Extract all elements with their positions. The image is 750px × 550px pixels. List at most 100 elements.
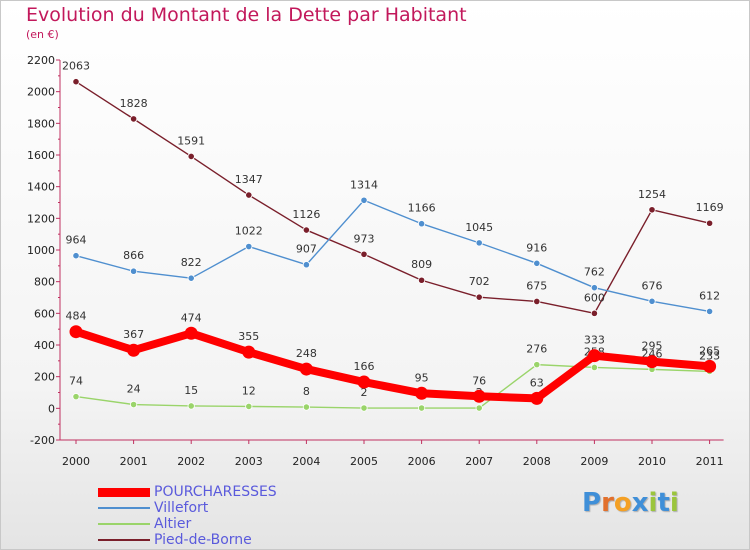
series-line-pourcharesses xyxy=(72,327,714,403)
data-point-pied-de-borne xyxy=(72,78,80,86)
logo-letter: i xyxy=(648,488,658,518)
y-tick-label: 1800 xyxy=(27,117,55,130)
data-label-altier: 24 xyxy=(127,383,141,396)
logo-letter: x xyxy=(631,488,649,518)
data-label-pourcharesses: 63 xyxy=(530,376,544,389)
data-point-villefort xyxy=(590,284,599,292)
data-point-altier xyxy=(360,404,368,412)
y-tick-label: 1400 xyxy=(27,181,55,194)
data-point-altier xyxy=(130,400,138,409)
data-point-pied-de-borne xyxy=(187,152,195,161)
data-label-pourcharesses: 474 xyxy=(181,311,202,324)
logo-letter: o xyxy=(613,488,632,518)
data-label-altier: 8 xyxy=(303,385,310,398)
data-point-altier xyxy=(187,402,195,410)
data-point-villefort xyxy=(360,196,368,204)
data-point-pourcharesses xyxy=(645,355,659,369)
data-point-pied-de-borne xyxy=(590,309,599,317)
legend-label: POURCHARESSES xyxy=(154,484,277,500)
data-label-pied-de-borne: 1591 xyxy=(177,134,205,147)
data-label-pied-de-borne: 1254 xyxy=(638,188,666,201)
data-point-pourcharesses xyxy=(242,345,256,359)
data-point-altier xyxy=(533,361,541,369)
y-tick-label: 800 xyxy=(34,276,55,289)
data-point-pied-de-borne xyxy=(417,276,426,284)
y-tick-label: 1600 xyxy=(27,149,55,162)
x-tick-label: 2009 xyxy=(580,455,608,468)
data-label-pied-de-borne: 702 xyxy=(469,275,490,288)
data-point-pied-de-borne xyxy=(533,297,541,306)
legend-label: Altier xyxy=(154,516,192,532)
y-tick-label: -200 xyxy=(30,434,55,447)
data-label-pied-de-borne: 1169 xyxy=(696,201,724,214)
data-label-pourcharesses: 355 xyxy=(238,330,259,343)
y-tick-label: 200 xyxy=(34,371,55,384)
x-tick-label: 2002 xyxy=(177,455,205,468)
logo-letter: i xyxy=(669,488,679,518)
data-point-pourcharesses xyxy=(184,326,198,340)
data-label-pied-de-borne: 2063 xyxy=(62,60,90,73)
data-label-pourcharesses: 333 xyxy=(584,334,605,347)
data-label-pied-de-borne: 1347 xyxy=(235,173,263,186)
proxiti-logo: Proxiti xyxy=(582,488,679,518)
data-label-pourcharesses: 166 xyxy=(354,360,375,373)
data-point-pied-de-borne xyxy=(705,219,714,227)
legend-label: Pied-de-Borne xyxy=(154,532,252,548)
data-point-villefort xyxy=(417,220,426,228)
logo-letter: t xyxy=(657,488,670,518)
series-altier: 742415128222276258246233 xyxy=(69,343,720,412)
y-tick-label: 0 xyxy=(48,402,55,415)
legend-swatch xyxy=(98,539,150,541)
data-point-villefort xyxy=(72,252,80,260)
x-tick-label: 2001 xyxy=(120,455,148,468)
data-label-pourcharesses: 367 xyxy=(123,328,144,341)
data-point-pourcharesses xyxy=(69,325,83,339)
data-label-pourcharesses: 295 xyxy=(642,340,663,353)
logo-letter: P xyxy=(582,488,602,518)
data-label-villefort: 916 xyxy=(526,241,547,254)
data-point-pourcharesses xyxy=(587,349,601,363)
chart-subtitle: (en €) xyxy=(26,28,59,41)
data-point-altier xyxy=(72,393,80,401)
data-point-altier xyxy=(245,402,253,411)
y-tick-label: 400 xyxy=(34,339,55,352)
x-tick-label: 2007 xyxy=(465,455,493,468)
data-label-villefort: 612 xyxy=(699,289,720,302)
series-villefort: 964 866 822 1022 907 1314 1166 1045 916 762 676 612 xyxy=(66,178,720,316)
data-label-villefort: 676 xyxy=(642,279,663,292)
data-label-altier: 74 xyxy=(69,375,83,388)
data-point-pourcharesses xyxy=(530,391,544,405)
x-tick-label: 2006 xyxy=(408,455,436,468)
legend-swatch xyxy=(98,507,150,509)
data-point-pied-de-borne xyxy=(648,206,656,214)
x-tick-label: 2004 xyxy=(292,455,320,468)
data-point-pied-de-borne xyxy=(130,115,138,123)
data-point-pied-de-borne xyxy=(302,226,310,234)
x-tick-label: 2010 xyxy=(638,455,666,468)
series-line-altier xyxy=(75,363,711,409)
data-point-villefort xyxy=(475,239,483,247)
chart-title: Evolution du Montant de la Dette par Hab… xyxy=(26,4,467,26)
data-label-altier: 2 xyxy=(361,386,368,399)
data-label-pied-de-borne: 675 xyxy=(526,279,547,292)
data-point-altier xyxy=(302,403,310,411)
data-point-pourcharesses xyxy=(415,386,429,400)
data-label-villefort: 907 xyxy=(296,243,317,256)
data-point-villefort xyxy=(648,297,656,305)
x-tick-label: 2003 xyxy=(235,455,263,468)
data-point-pourcharesses xyxy=(703,359,717,373)
data-point-villefort xyxy=(705,307,714,316)
data-point-villefort xyxy=(245,242,253,251)
data-point-pourcharesses xyxy=(357,375,371,389)
x-tick-label: 2008 xyxy=(523,455,551,468)
data-label-pied-de-borne: 973 xyxy=(354,232,375,245)
data-point-pourcharesses xyxy=(299,362,313,376)
legend-swatch xyxy=(98,523,150,525)
data-label-pied-de-borne: 1828 xyxy=(120,97,148,110)
data-label-villefort: 1045 xyxy=(465,221,493,234)
data-point-pourcharesses xyxy=(472,389,486,403)
data-label-villefort: 1166 xyxy=(408,202,436,215)
data-label-villefort: 866 xyxy=(123,249,144,262)
